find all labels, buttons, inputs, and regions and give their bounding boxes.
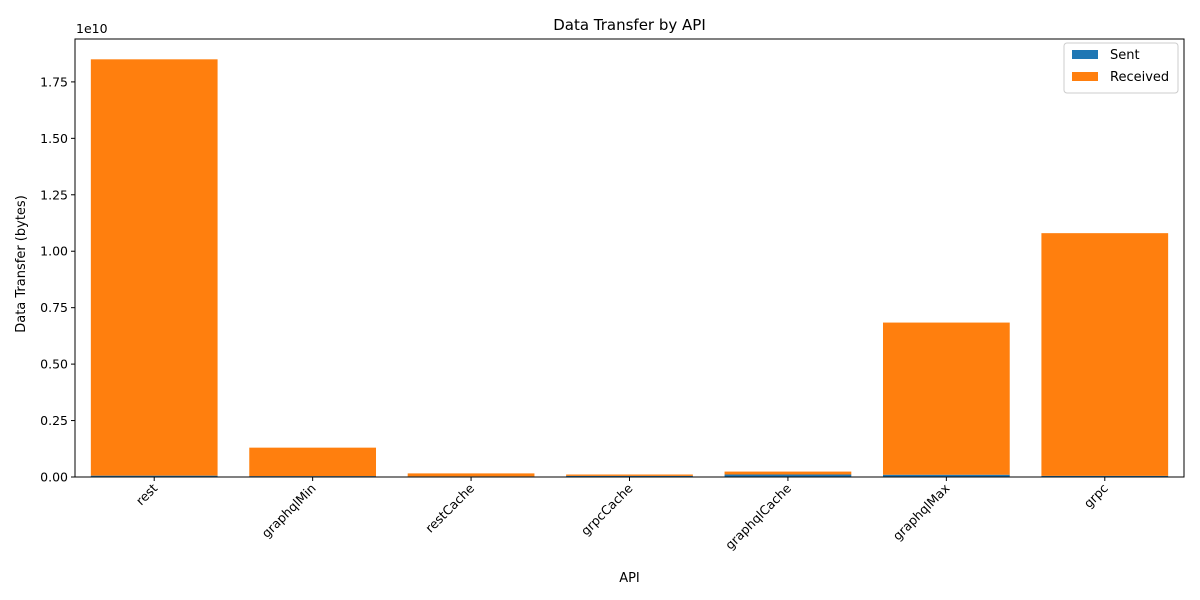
- legend-label-sent: Sent: [1110, 48, 1140, 63]
- bar-received-graphqlMin: [249, 447, 377, 477]
- x-tick-label-graphqlCache: graphqlCache: [722, 480, 794, 552]
- x-tick-label-grpc: grpc: [1081, 480, 1111, 510]
- bar-received-grpcCache: [566, 474, 693, 476]
- y-axis-label: Data Transfer (bytes): [14, 195, 29, 333]
- y-axis: 0.00 0.25 0.50 0.75 1.00 1.25 1.50 1.75: [40, 74, 75, 485]
- y-tick-label: 1.50: [40, 131, 68, 146]
- bar-sent-rest: [90, 475, 218, 477]
- x-tick-label-grpcCache: grpcCache: [578, 480, 636, 538]
- legend-label-received: Received: [1110, 70, 1169, 85]
- x-tick-label-graphqlMin: graphqlMin: [259, 481, 319, 541]
- y-tick-label: 0.75: [40, 300, 68, 315]
- chart-title: Data Transfer by API: [553, 16, 706, 34]
- bar-sent-graphqlCache: [724, 474, 852, 477]
- legend-swatch-sent: [1072, 50, 1098, 59]
- y-tick-label: 0.00: [40, 470, 68, 485]
- bar-sent-grpc: [1041, 475, 1169, 477]
- x-tick-label-restCache: restCache: [422, 480, 477, 535]
- y-tick-label: 1.00: [40, 244, 68, 259]
- bar-sent-graphqlMax: [882, 474, 1010, 477]
- bar-received-rest: [90, 59, 218, 476]
- bar-received-graphqlCache: [724, 471, 852, 475]
- plot-frame: [74, 38, 1185, 478]
- y-tick-label: 1.25: [40, 187, 68, 202]
- bar-sent-grpcCache: [566, 475, 693, 477]
- x-axis-label: API: [619, 571, 640, 586]
- x-tick-label-rest: rest: [133, 480, 161, 508]
- y-offset-text: 1e10: [76, 21, 108, 36]
- legend-swatch-received: [1072, 72, 1098, 81]
- legend: Sent Received: [1063, 42, 1179, 94]
- y-tick-label: 1.75: [40, 74, 68, 89]
- bar-received-restCache: [407, 473, 535, 477]
- plot-area: [90, 59, 1169, 477]
- y-tick-label: 0.50: [40, 357, 68, 372]
- bar-received-grpc: [1041, 233, 1169, 476]
- x-axis: rest graphqlMin restCache grpcCache graphqlC…: [133, 477, 1111, 553]
- y-tick-label: 0.25: [40, 413, 68, 428]
- x-tick-label-graphqlMax: graphqlMax: [890, 481, 953, 544]
- bar-received-graphqlMax: [882, 322, 1010, 475]
